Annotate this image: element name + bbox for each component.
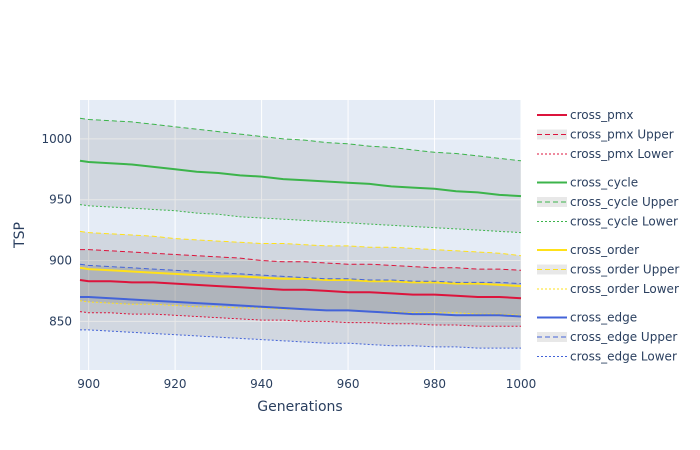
- legend-item-cross_cycle-upper[interactable]: cross_cycle Upper: [570, 195, 678, 209]
- legend-band-swatch: [537, 264, 567, 275]
- y-axis-title: TSP: [12, 222, 28, 249]
- x-tick-label: 980: [423, 377, 446, 391]
- x-tick-label: 920: [164, 377, 187, 391]
- grid-lines: [80, 100, 522, 370]
- x-tick-label: 940: [250, 377, 273, 391]
- legend-item-cross_edge[interactable]: cross_edge: [570, 311, 637, 325]
- legend-item-cross_order-lower[interactable]: cross_order Lower: [570, 282, 679, 296]
- cross_edge-line: [80, 296, 522, 318]
- cross_cycle-band: [80, 118, 521, 233]
- y-axis-ticks: 850 900 950 1000: [41, 132, 72, 328]
- legend-item-cross_edge-upper[interactable]: cross_edge Upper: [570, 330, 677, 344]
- cross_pmx-band: [80, 249, 521, 327]
- legend-band-swatch: [537, 129, 567, 140]
- y-tick-label: 1000: [41, 132, 72, 146]
- x-axis-ticks: 900 920 940 960 980 1000: [77, 377, 536, 391]
- legend: cross_pmx cross_pmx Upper cross_pmx Lower c…: [537, 108, 679, 364]
- legend-band-swatch: [537, 197, 567, 207]
- y-tick-label: 950: [49, 193, 72, 207]
- legend-item-cross_pmx-upper[interactable]: cross_pmx Upper: [570, 128, 674, 142]
- plot-background: [80, 100, 521, 370]
- legend-item-cross_pmx[interactable]: cross_pmx: [570, 108, 634, 122]
- legend-item-cross_cycle-lower[interactable]: cross_cycle Lower: [570, 215, 678, 229]
- legend-item-cross_order[interactable]: cross_order: [570, 243, 639, 257]
- y-tick-label: 850: [49, 314, 72, 328]
- cross_pmx-lower-line: [79, 311, 521, 327]
- x-tick-label: 960: [337, 377, 360, 391]
- x-tick-label: 900: [77, 377, 100, 391]
- x-tick-label: 1000: [506, 377, 537, 391]
- legend-item-cross_order-upper[interactable]: cross_order Upper: [570, 263, 679, 277]
- legend-band-swatch: [537, 332, 567, 342]
- cross_order-lower-line: [79, 300, 522, 316]
- cross_edge-lower-line: [80, 329, 521, 349]
- x-axis-title: Generations: [257, 399, 342, 415]
- plot-area: [79, 117, 522, 349]
- cross_order-line: [79, 266, 522, 288]
- legend-item-cross_pmx-lower[interactable]: cross_pmx Lower: [570, 147, 673, 161]
- legend-item-cross_cycle[interactable]: cross_cycle: [570, 176, 638, 190]
- y-tick-label: 900: [49, 254, 72, 268]
- cross_cycle-line: [79, 159, 522, 198]
- legend-item-cross_edge-lower[interactable]: cross_edge Lower: [570, 350, 677, 364]
- cross_pmx-line: [79, 279, 522, 300]
